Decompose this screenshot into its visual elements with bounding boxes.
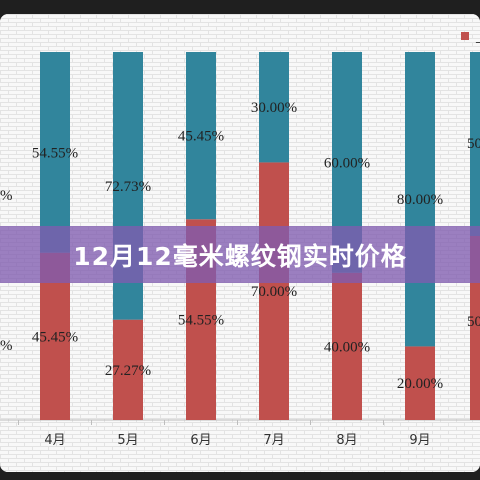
bar-top-segment: [405, 52, 435, 347]
data-label-partial-right: 50: [467, 136, 480, 152]
bar-top-segment: [259, 52, 289, 163]
data-label-bottom: 45.45%: [32, 329, 78, 345]
bar-top-segment: [186, 52, 216, 220]
data-label-partial-right: 50: [467, 314, 480, 330]
x-tick-label: 9月: [409, 433, 430, 448]
bar-bottom-segment-partial: [470, 236, 480, 420]
bar-bottom-segment: [332, 272, 362, 420]
x-tick-label: 8月: [336, 433, 357, 448]
data-label-top: 60.00%: [324, 155, 370, 171]
data-label-partial-left: %: [0, 338, 13, 354]
bar-top-segment: [40, 52, 70, 253]
data-label-top: 72.73%: [105, 179, 151, 195]
data-label-bottom: 54.55%: [178, 313, 224, 329]
bar-bottom-segment: [113, 319, 143, 420]
chart-card: 54.55% 45.45% 72.73% 27.27% 45.45% 54.55% 30.0…: [0, 14, 480, 472]
x-tick-label: 7月: [263, 433, 284, 448]
data-label-top: 30.00%: [251, 100, 297, 116]
page-title: 12月12毫米螺纹钢实时价格: [73, 241, 407, 271]
x-tick-label: 4月: [44, 433, 65, 448]
x-tick-label: 5月: [117, 433, 138, 448]
bar-bottom-segment: [405, 346, 435, 420]
bar-bottom-segment: [259, 162, 289, 420]
data-label-top: 80.00%: [397, 192, 443, 208]
data-label-bottom: 20.00%: [397, 376, 443, 392]
data-label-top: 54.55%: [32, 145, 78, 161]
data-label-bottom: 70.00%: [251, 284, 297, 300]
data-label-bottom: 27.27%: [105, 363, 151, 379]
x-tick-label: 6月: [190, 433, 211, 448]
legend-swatch: [461, 32, 469, 40]
data-label-partial-left: %: [0, 188, 13, 204]
data-label-top: 45.45%: [178, 129, 224, 145]
data-label-bottom: 40.00%: [324, 339, 370, 355]
bar-top-segment-partial: [470, 52, 480, 236]
legend-text-fragment: _: [475, 29, 480, 44]
title-banner: 12月12毫米螺纹钢实时价格: [0, 226, 480, 283]
